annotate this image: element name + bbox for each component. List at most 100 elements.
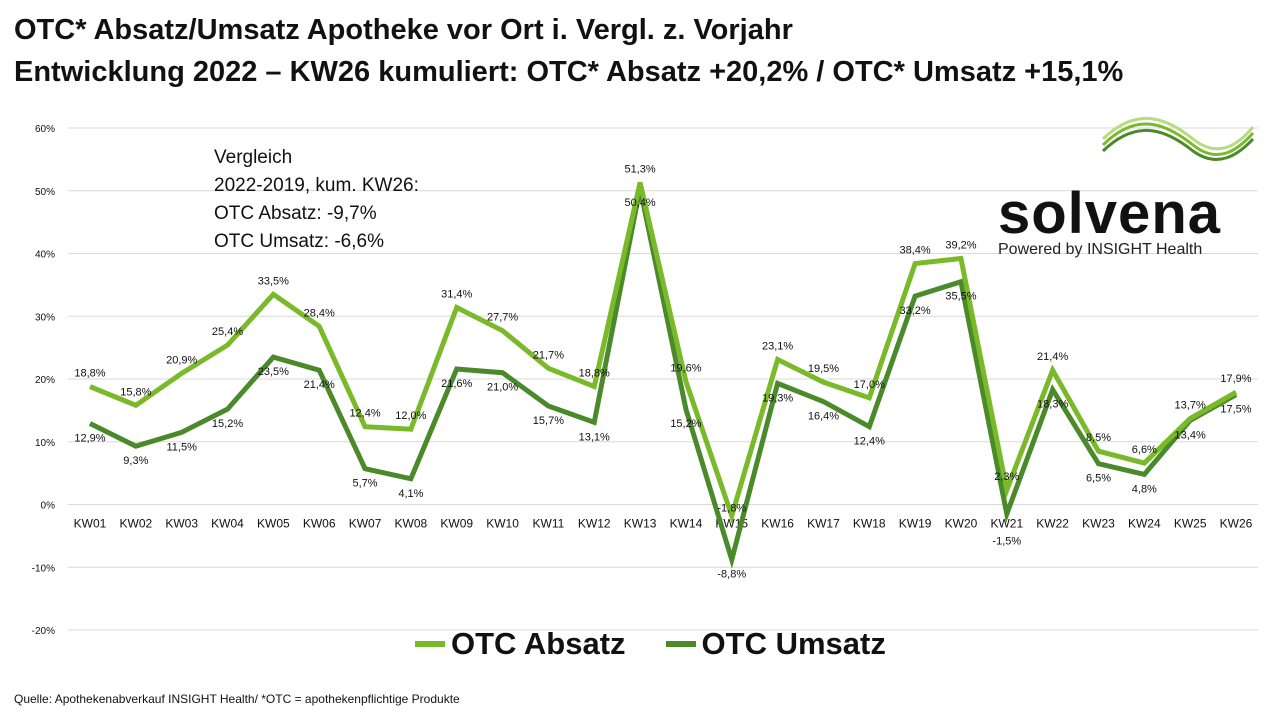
data-label: 35,5% xyxy=(945,291,976,303)
x-tick-label: KW17 xyxy=(807,517,840,531)
x-tick-label: KW23 xyxy=(1082,517,1115,531)
x-tick-label: KW20 xyxy=(945,517,978,531)
y-tick-label: 10% xyxy=(35,438,55,449)
logo-wave-icon xyxy=(1101,116,1255,161)
data-label: 33,5% xyxy=(258,275,289,287)
x-tick-label: KW10 xyxy=(486,517,519,531)
data-label: 4,1% xyxy=(398,488,423,500)
y-tick-label: 60% xyxy=(35,124,55,135)
x-tick-label: KW16 xyxy=(761,517,794,531)
x-tick-label: KW25 xyxy=(1174,517,1207,531)
data-label: 17,5% xyxy=(1220,404,1251,416)
data-label: 27,7% xyxy=(487,312,518,324)
legend-swatch xyxy=(415,641,445,647)
data-label: 31,4% xyxy=(441,288,472,300)
data-label: 16,4% xyxy=(808,411,839,423)
solvena-logo: solvena Powered by INSIGHT Health xyxy=(998,185,1221,259)
comparison-note: Vergleich 2022-2019, kum. KW26: OTC Absa… xyxy=(214,144,419,256)
data-label: 25,4% xyxy=(212,326,243,338)
data-label: 21,4% xyxy=(304,379,335,391)
data-label: 8,5% xyxy=(1086,432,1111,444)
note-line: Vergleich xyxy=(214,147,293,168)
x-tick-label: KW14 xyxy=(670,517,703,531)
x-tick-label: KW26 xyxy=(1220,517,1253,531)
data-label: 23,1% xyxy=(762,341,793,353)
chart-title: OTC* Absatz/Umsatz Apotheke vor Ort i. V… xyxy=(14,14,793,46)
data-label: 21,6% xyxy=(441,378,472,390)
chart-legend: OTC Absatz OTC Umsatz xyxy=(415,626,886,662)
data-label: 23,5% xyxy=(258,366,289,378)
data-label: 20,9% xyxy=(166,354,197,366)
data-label: 19,3% xyxy=(762,392,793,404)
x-tick-label: KW11 xyxy=(533,517,565,531)
y-tick-label: -20% xyxy=(32,626,55,637)
data-label: 13,4% xyxy=(1175,429,1206,441)
data-label: -1,5% xyxy=(992,536,1021,548)
data-label: 9,3% xyxy=(123,455,148,467)
data-label: 50,4% xyxy=(624,197,655,209)
x-tick-label: KW05 xyxy=(257,517,290,531)
legend-swatch xyxy=(665,641,696,647)
data-label: 15,8% xyxy=(120,386,151,398)
y-tick-label: -10% xyxy=(32,563,55,574)
data-label: 19,6% xyxy=(670,363,701,375)
data-label: 17,0% xyxy=(854,379,885,391)
x-tick-label: KW22 xyxy=(1036,517,1069,531)
x-tick-label: KW24 xyxy=(1128,517,1161,531)
data-label: -8,8% xyxy=(717,569,746,581)
data-label: 15,2% xyxy=(670,418,701,430)
logo-name: solvena xyxy=(998,181,1221,246)
data-label: 38,4% xyxy=(900,245,931,257)
data-label: 12,9% xyxy=(74,433,105,445)
x-tick-label: KW18 xyxy=(853,517,886,531)
data-label: 15,7% xyxy=(533,415,564,427)
x-tick-label: KW06 xyxy=(303,517,336,531)
data-label: 18,3% xyxy=(1037,399,1068,411)
data-label: 12,4% xyxy=(349,408,380,420)
note-line: OTC Umsatz: -6,6% xyxy=(214,231,384,252)
series-line-umsatz xyxy=(88,187,1238,569)
note-line: 2022-2019, kum. KW26: xyxy=(214,175,419,196)
data-label: 21,0% xyxy=(487,382,518,394)
x-tick-label: KW01 xyxy=(74,517,107,531)
logo-tagline: Powered by INSIGHT Health xyxy=(998,241,1203,258)
x-tick-label: KW19 xyxy=(899,517,932,531)
data-label: 12,4% xyxy=(854,436,885,448)
y-tick-label: 30% xyxy=(35,312,55,323)
x-tick-label: KW04 xyxy=(211,517,244,531)
legend-label: OTC Umsatz xyxy=(701,626,886,661)
legend-label: OTC Absatz xyxy=(451,626,626,661)
series-line-absatz xyxy=(89,182,1238,525)
data-label: 18,8% xyxy=(74,368,105,380)
data-label: 18,8% xyxy=(579,368,610,380)
note-line: OTC Absatz: -9,7% xyxy=(214,203,377,224)
data-label: -1,8% xyxy=(717,503,746,515)
data-label: 28,4% xyxy=(304,307,335,319)
x-tick-label: KW12 xyxy=(578,517,611,531)
data-label: 21,7% xyxy=(533,349,564,361)
legend-item-absatz: OTC Absatz xyxy=(415,626,626,662)
chart-subtitle: Entwicklung 2022 – KW26 kumuliert: OTC* … xyxy=(14,56,1124,88)
data-label: 5,7% xyxy=(353,478,378,490)
data-label: 13,1% xyxy=(579,431,610,443)
data-label: 4,8% xyxy=(1132,483,1157,495)
x-tick-label: KW02 xyxy=(119,517,152,531)
data-label: 2,3% xyxy=(994,471,1019,483)
x-tick-label: KW03 xyxy=(165,517,198,531)
x-tick-label: KW08 xyxy=(395,517,428,531)
data-label: 11,5% xyxy=(166,441,197,453)
data-label: 13,7% xyxy=(1175,400,1206,412)
x-tick-label: KW13 xyxy=(624,517,657,531)
data-label: 17,9% xyxy=(1220,373,1251,385)
data-label: 6,6% xyxy=(1132,444,1157,456)
source-note: Quelle: Apothekenabverkauf INSIGHT Healt… xyxy=(14,692,460,706)
data-label: 51,3% xyxy=(624,164,655,176)
x-tick-label: KW07 xyxy=(349,517,382,531)
y-tick-label: 20% xyxy=(35,375,55,386)
data-label: 19,5% xyxy=(808,363,839,375)
y-tick-label: 0% xyxy=(41,501,56,512)
legend-item-umsatz: OTC Umsatz xyxy=(665,626,886,662)
data-label: 39,2% xyxy=(945,240,976,252)
data-label: 12,0% xyxy=(395,410,426,422)
